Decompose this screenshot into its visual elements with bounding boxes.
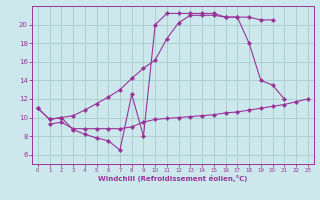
X-axis label: Windchill (Refroidissement éolien,°C): Windchill (Refroidissement éolien,°C) xyxy=(98,175,247,182)
